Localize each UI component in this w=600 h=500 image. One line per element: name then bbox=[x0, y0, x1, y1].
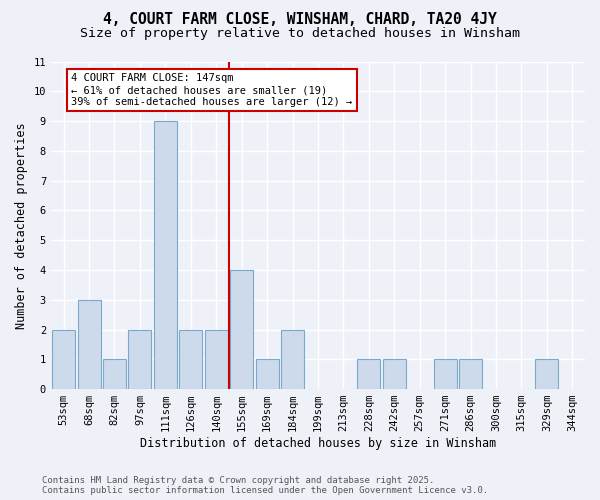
X-axis label: Distribution of detached houses by size in Winsham: Distribution of detached houses by size … bbox=[140, 437, 496, 450]
Bar bbox=[179, 330, 202, 389]
Bar bbox=[383, 360, 406, 389]
Bar bbox=[128, 330, 151, 389]
Bar bbox=[459, 360, 482, 389]
Text: Size of property relative to detached houses in Winsham: Size of property relative to detached ho… bbox=[80, 28, 520, 40]
Bar bbox=[52, 330, 75, 389]
Bar bbox=[358, 360, 380, 389]
Bar bbox=[77, 300, 101, 389]
Text: Contains HM Land Registry data © Crown copyright and database right 2025.
Contai: Contains HM Land Registry data © Crown c… bbox=[42, 476, 488, 495]
Bar bbox=[230, 270, 253, 389]
Y-axis label: Number of detached properties: Number of detached properties bbox=[15, 122, 28, 328]
Bar bbox=[535, 360, 558, 389]
Text: 4 COURT FARM CLOSE: 147sqm
← 61% of detached houses are smaller (19)
39% of semi: 4 COURT FARM CLOSE: 147sqm ← 61% of deta… bbox=[71, 74, 353, 106]
Bar bbox=[103, 360, 126, 389]
Bar bbox=[154, 121, 177, 389]
Bar bbox=[281, 330, 304, 389]
Bar bbox=[256, 360, 278, 389]
Text: 4, COURT FARM CLOSE, WINSHAM, CHARD, TA20 4JY: 4, COURT FARM CLOSE, WINSHAM, CHARD, TA2… bbox=[103, 12, 497, 28]
Bar bbox=[434, 360, 457, 389]
Bar bbox=[205, 330, 227, 389]
